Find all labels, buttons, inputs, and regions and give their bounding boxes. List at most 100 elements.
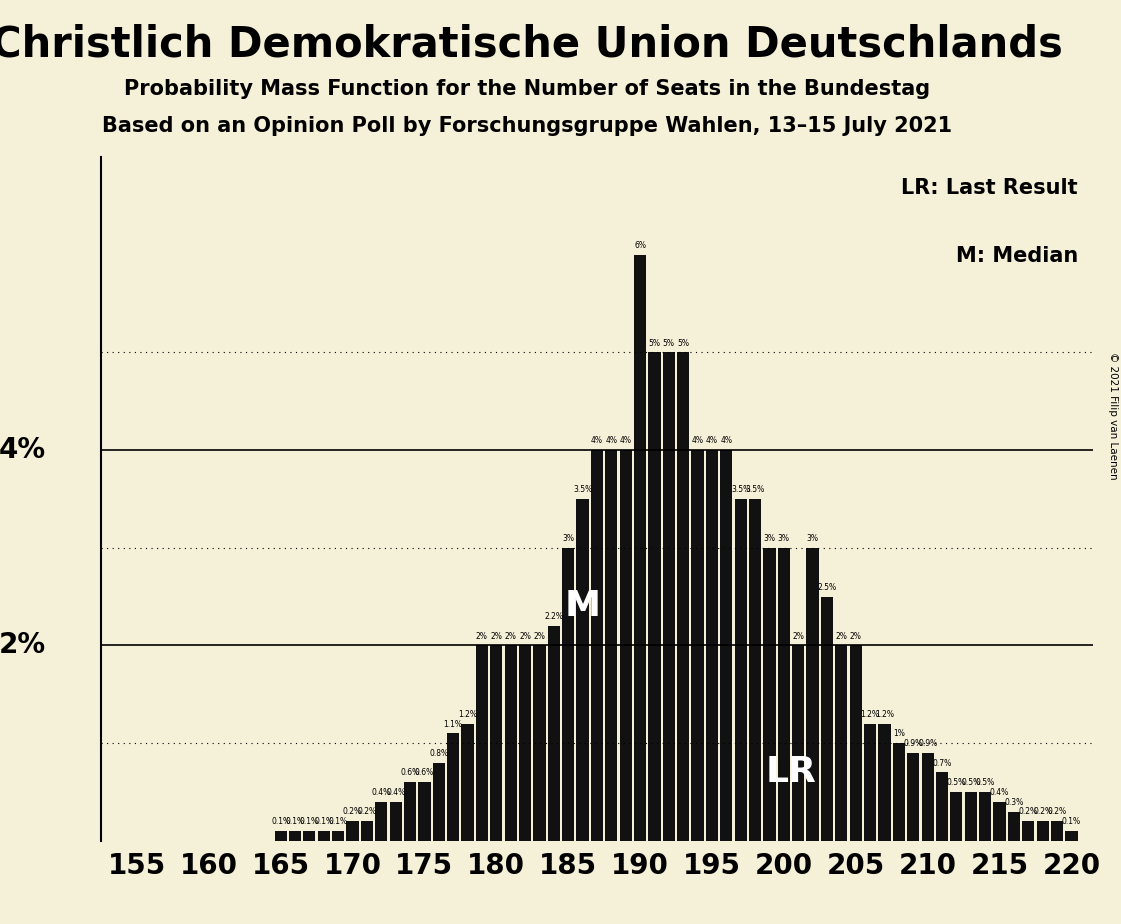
Text: 0.2%: 0.2% [1019, 808, 1038, 817]
Text: 1.2%: 1.2% [861, 710, 880, 719]
Bar [677, 352, 689, 841]
Text: 4%: 4% [706, 436, 717, 445]
Text: 3.5%: 3.5% [573, 485, 592, 494]
Bar [648, 352, 660, 841]
Text: 0.8%: 0.8% [429, 748, 448, 758]
Bar [634, 255, 646, 841]
Bar [317, 831, 330, 841]
Bar [605, 450, 618, 841]
Text: 4%: 4% [591, 436, 603, 445]
Text: 2%: 2% [835, 632, 847, 640]
Bar [504, 646, 517, 841]
Bar [763, 548, 776, 841]
Text: Probability Mass Function for the Number of Seats in the Bundestag: Probability Mass Function for the Number… [123, 79, 930, 99]
Bar [289, 831, 302, 841]
Bar [936, 772, 948, 841]
Text: 3%: 3% [778, 534, 790, 543]
Text: 0.9%: 0.9% [904, 739, 923, 748]
Bar [376, 802, 388, 841]
Bar [979, 792, 991, 841]
Text: 0.1%: 0.1% [271, 817, 290, 826]
Bar [447, 734, 460, 841]
Text: 0.1%: 0.1% [286, 817, 305, 826]
Text: 0.2%: 0.2% [1034, 808, 1053, 817]
Text: M: M [565, 590, 601, 624]
Bar [361, 821, 373, 841]
Text: 0.6%: 0.6% [400, 769, 419, 777]
Text: 3%: 3% [763, 534, 776, 543]
Text: 0.4%: 0.4% [386, 788, 406, 796]
Text: 2.2%: 2.2% [545, 612, 563, 621]
Bar [304, 831, 315, 841]
Text: 0.3%: 0.3% [1004, 797, 1023, 807]
Text: 3%: 3% [562, 534, 574, 543]
Bar [346, 821, 359, 841]
Text: 5%: 5% [663, 338, 675, 347]
Bar [965, 792, 976, 841]
Text: 5%: 5% [648, 338, 660, 347]
Text: 0.1%: 0.1% [314, 817, 333, 826]
Bar [892, 743, 905, 841]
Text: 0.4%: 0.4% [990, 788, 1009, 796]
Bar [1022, 821, 1035, 841]
Text: 0.9%: 0.9% [918, 739, 937, 748]
Bar [921, 753, 934, 841]
Bar [951, 792, 963, 841]
Text: 1%: 1% [893, 729, 905, 738]
Bar [534, 646, 546, 841]
Bar [433, 762, 445, 841]
Bar [864, 723, 877, 841]
Bar [519, 646, 531, 841]
Text: 0.4%: 0.4% [372, 788, 391, 796]
Text: 0.6%: 0.6% [415, 769, 434, 777]
Bar [835, 646, 847, 841]
Bar [778, 548, 790, 841]
Text: LR: Last Result: LR: Last Result [901, 177, 1078, 198]
Bar [418, 783, 430, 841]
Text: 3.5%: 3.5% [745, 485, 765, 494]
Bar [475, 646, 488, 841]
Text: 0.5%: 0.5% [947, 778, 966, 787]
Bar [663, 352, 675, 841]
Bar [620, 450, 632, 841]
Bar [332, 831, 344, 841]
Bar [993, 802, 1006, 841]
Text: 2%: 2% [476, 632, 488, 640]
Text: LR: LR [766, 756, 816, 789]
Bar [562, 548, 574, 841]
Text: 1.2%: 1.2% [876, 710, 893, 719]
Text: 3.5%: 3.5% [731, 485, 750, 494]
Bar [490, 646, 502, 841]
Text: 0.1%: 0.1% [328, 817, 348, 826]
Text: 1.2%: 1.2% [458, 710, 478, 719]
Text: Christlich Demokratische Union Deutschlands: Christlich Demokratische Union Deutschla… [0, 23, 1063, 65]
Text: 2%: 2% [0, 631, 46, 660]
Bar [591, 450, 603, 841]
Bar [1008, 811, 1020, 841]
Bar [1037, 821, 1049, 841]
Bar [806, 548, 818, 841]
Text: 2%: 2% [850, 632, 862, 640]
Bar [720, 450, 732, 841]
Text: 5%: 5% [677, 338, 689, 347]
Text: 0.2%: 0.2% [358, 808, 377, 817]
Text: 2%: 2% [534, 632, 545, 640]
Bar [821, 597, 833, 841]
Bar [749, 499, 761, 841]
Text: M: Median: M: Median [956, 246, 1078, 266]
Text: 4%: 4% [0, 436, 46, 464]
Bar [404, 783, 416, 841]
Text: 0.7%: 0.7% [933, 759, 952, 768]
Bar [706, 450, 719, 841]
Text: 4%: 4% [620, 436, 632, 445]
Text: 2.5%: 2.5% [817, 583, 836, 591]
Text: 0.1%: 0.1% [299, 817, 319, 826]
Bar [907, 753, 919, 841]
Bar [692, 450, 704, 841]
Text: 4%: 4% [692, 436, 704, 445]
Text: 2%: 2% [504, 632, 517, 640]
Text: 0.2%: 0.2% [1047, 808, 1066, 817]
Text: 2%: 2% [490, 632, 502, 640]
Bar [275, 831, 287, 841]
Text: 0.5%: 0.5% [961, 778, 981, 787]
